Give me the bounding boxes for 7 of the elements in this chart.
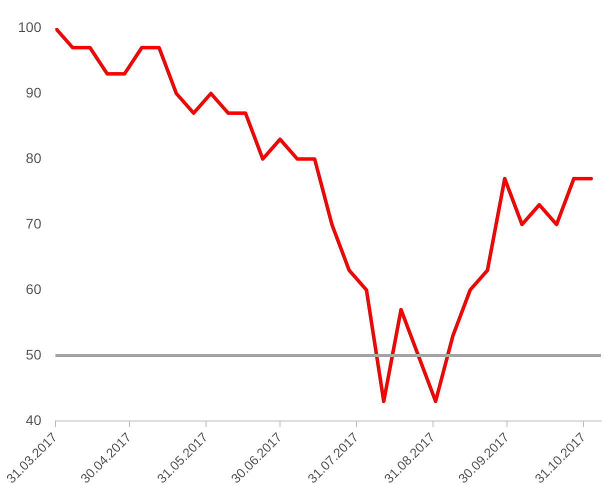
y-tick-label: 60 xyxy=(26,280,42,297)
y-tick-label: 40 xyxy=(26,412,42,428)
y-tick-label: 80 xyxy=(26,150,42,166)
y-tick-label: 90 xyxy=(26,84,42,100)
y-tick-label: 50 xyxy=(26,346,42,362)
y-tick-label: 100 xyxy=(18,18,42,35)
y-tick-label: 70 xyxy=(26,215,42,232)
